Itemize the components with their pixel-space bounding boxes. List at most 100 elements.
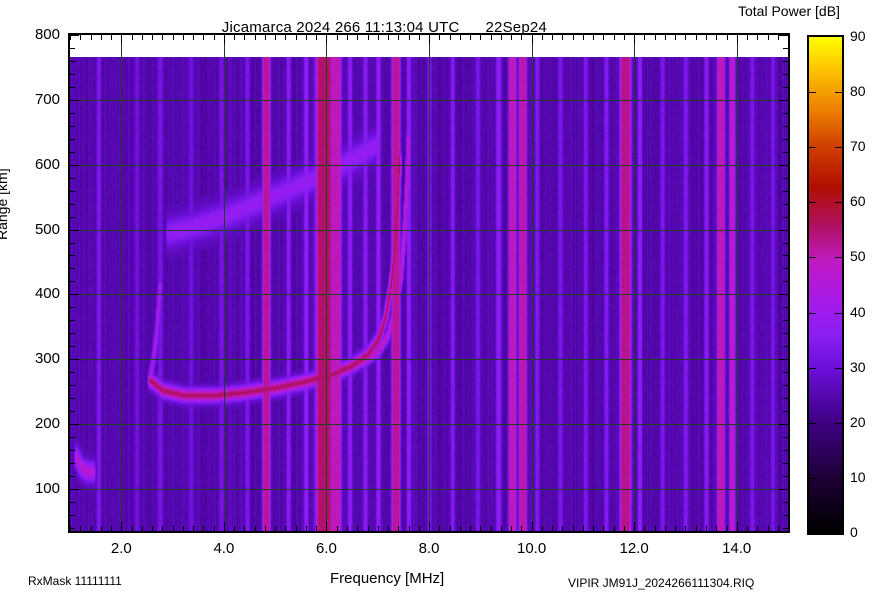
grid-line-vertical <box>223 35 225 531</box>
colorbar-tick <box>809 312 816 314</box>
x-minor-tick-top <box>521 35 523 40</box>
x-major-tick <box>121 522 123 531</box>
y-minor-tick-right <box>783 112 788 114</box>
x-minor-tick <box>767 526 769 531</box>
x-minor-tick-top <box>70 35 71 40</box>
y-minor-tick <box>70 190 75 192</box>
y-minor-tick-right <box>783 60 788 62</box>
page-title: Jicamarca 2024 266 11:13:04 UTC 22Sep24 <box>0 2 760 36</box>
x-minor-tick <box>490 526 492 531</box>
y-minor-tick-right <box>783 514 788 516</box>
grid-line-vertical <box>326 35 328 531</box>
x-minor-tick-top <box>562 35 564 40</box>
y-minor-tick <box>70 514 75 516</box>
y-major-tick <box>70 424 79 425</box>
colorbar-tick-label: 30 <box>850 358 866 375</box>
colorbar-tick <box>809 257 816 259</box>
x-minor-tick-top <box>295 35 297 40</box>
x-minor-tick <box>285 526 287 531</box>
x-minor-tick-top <box>111 35 112 40</box>
y-minor-tick <box>70 346 75 348</box>
grid-line-vertical <box>736 35 738 531</box>
x-minor-tick-top <box>685 35 687 40</box>
x-minor-tick-top <box>213 35 215 40</box>
y-minor-tick <box>70 372 75 374</box>
colorbar-tick-label: 60 <box>850 193 866 210</box>
title-station-datetime: Jicamarca 2024 266 11:13:04 UTC <box>221 19 460 36</box>
x-minor-tick <box>275 526 277 531</box>
x-minor-tick <box>757 526 759 531</box>
x-minor-tick <box>254 526 256 531</box>
y-major-tick <box>70 488 79 490</box>
x-minor-tick <box>264 526 266 531</box>
y-minor-tick <box>70 73 75 75</box>
y-tick-label: 400 <box>34 285 60 303</box>
y-axis-label: Range [km] <box>0 168 10 240</box>
x-minor-tick <box>377 526 379 531</box>
x-minor-tick-top <box>203 35 205 40</box>
x-minor-tick-top <box>398 35 400 40</box>
x-minor-tick-top <box>418 35 420 40</box>
x-minor-tick <box>152 526 154 531</box>
y-major-tick <box>70 35 79 36</box>
y-minor-tick-right <box>783 372 788 374</box>
y-minor-tick-right <box>783 411 788 413</box>
y-major-tick-right <box>779 229 788 231</box>
x-minor-tick <box>726 526 728 531</box>
y-tick-label: 300 <box>34 350 60 368</box>
x-major-tick-top <box>121 35 123 44</box>
colorbar-tick <box>835 477 842 479</box>
x-minor-tick-top <box>757 35 759 40</box>
y-major-tick <box>70 164 79 166</box>
x-minor-tick-top <box>336 35 338 40</box>
y-minor-tick <box>70 138 75 140</box>
ionogram-plot-area[interactable] <box>68 33 790 533</box>
colorbar-tick <box>809 367 816 369</box>
x-minor-tick <box>336 526 338 531</box>
y-minor-tick-right <box>783 203 788 205</box>
colorbar[interactable] <box>807 35 844 535</box>
x-minor-tick-top <box>603 35 605 40</box>
colorbar-tick <box>809 202 816 204</box>
x-minor-tick-top <box>367 35 369 40</box>
y-major-tick-right <box>779 99 788 101</box>
y-major-tick-right <box>779 294 788 296</box>
x-minor-tick-top <box>439 35 441 40</box>
y-minor-tick <box>70 307 75 309</box>
y-minor-tick <box>70 216 75 218</box>
x-minor-tick-top <box>285 35 287 40</box>
x-minor-tick-top <box>388 35 389 40</box>
x-major-tick-top <box>736 35 738 44</box>
colorbar-tick-label: 10 <box>850 468 866 485</box>
x-minor-tick <box>541 526 543 531</box>
x-major-tick-top <box>326 35 328 44</box>
x-minor-tick <box>623 526 625 531</box>
y-tick-label: 100 <box>34 479 60 497</box>
x-minor-tick <box>316 526 318 531</box>
y-major-tick-right <box>779 424 788 425</box>
x-minor-tick-top <box>788 35 789 40</box>
grid-line-horizontal <box>70 488 788 490</box>
x-minor-tick-top <box>172 35 174 40</box>
x-minor-tick <box>172 526 174 531</box>
x-minor-tick <box>408 526 410 531</box>
x-minor-tick <box>141 526 143 531</box>
grid-line-horizontal <box>70 294 788 296</box>
x-minor-tick <box>470 526 471 531</box>
y-minor-tick-right <box>783 255 788 257</box>
x-major-tick <box>223 522 225 531</box>
x-minor-tick <box>582 526 584 531</box>
x-axis-label: Frequency [MHz] <box>330 570 445 587</box>
y-minor-tick-right <box>783 501 788 503</box>
title-date-short: 22Sep24 <box>485 19 547 36</box>
colorbar-tick <box>809 147 816 149</box>
x-minor-tick <box>418 526 420 531</box>
y-tick-label: 700 <box>34 90 60 108</box>
x-minor-tick-top <box>480 35 482 40</box>
y-minor-tick <box>70 60 75 62</box>
x-minor-tick-top <box>747 35 748 40</box>
x-minor-tick <box>521 526 523 531</box>
y-minor-tick-right <box>783 333 788 335</box>
y-minor-tick-right <box>783 385 788 387</box>
colorbar-tick <box>835 422 842 424</box>
